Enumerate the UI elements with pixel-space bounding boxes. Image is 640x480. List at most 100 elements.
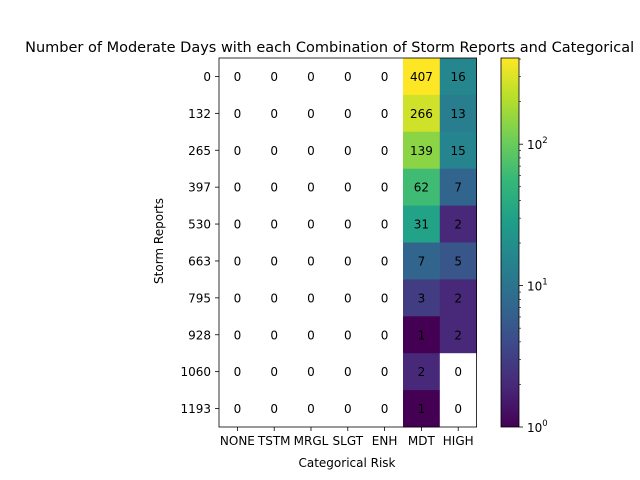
heatmap-cell <box>255 353 293 391</box>
cell-value-label: 0 <box>381 181 389 195</box>
cell-value-label: 0 <box>234 365 242 379</box>
heatmap-cell <box>366 390 404 428</box>
heatmap-cell <box>292 205 330 243</box>
cell-value-label: 139 <box>410 144 433 158</box>
y-tick-label: 530 <box>188 218 211 232</box>
heatmap-cell <box>366 168 404 206</box>
colorbar-gradient <box>500 57 520 428</box>
cell-value-label: 2 <box>454 218 462 232</box>
cell-value-label: 0 <box>344 365 352 379</box>
heatmap-cell <box>439 205 477 243</box>
heatmap-cell <box>403 353 441 391</box>
heatmap-cell <box>329 168 367 206</box>
y-axis-label: Storm Reports <box>152 198 166 284</box>
cell-value-label: 0 <box>381 254 389 268</box>
cell-value-label: 3 <box>418 291 426 305</box>
x-tick-label: ENH <box>372 434 398 448</box>
cell-value-label: 0 <box>381 70 389 84</box>
cell-value-label: 0 <box>344 181 352 195</box>
heatmap-cell <box>292 279 330 317</box>
y-tick-label: 132 <box>188 107 211 121</box>
heatmap-cell <box>403 242 441 280</box>
heatmap-cell <box>329 58 367 96</box>
heatmap-cell <box>366 58 404 96</box>
cell-value-label: 15 <box>451 144 466 158</box>
heatmap-cell <box>292 131 330 170</box>
y-tick-label: 1193 <box>180 402 211 416</box>
cell-value-label: 0 <box>307 144 315 158</box>
colorbar-tick-label: 102 <box>527 136 548 152</box>
cell-value-label: 2 <box>454 328 462 342</box>
heatmap-cell <box>439 353 477 391</box>
y-tick-label: 928 <box>188 328 211 342</box>
heatmap-cell <box>255 242 293 280</box>
cell-value-label: 0 <box>381 328 389 342</box>
cell-value-label: 2 <box>454 291 462 305</box>
heatmap-cell <box>219 242 257 280</box>
cell-value-label: 16 <box>451 70 466 84</box>
cell-value-label: 0 <box>270 365 278 379</box>
cell-value-label: 7 <box>454 181 462 195</box>
cell-value-label: 0 <box>307 254 315 268</box>
heatmap-cell <box>366 353 404 391</box>
heatmap-cell <box>219 353 257 391</box>
cell-value-label: 0 <box>234 402 242 416</box>
heatmap-cell <box>255 131 293 170</box>
heatmap-cell <box>439 390 477 428</box>
heatmap-cell <box>219 168 257 206</box>
x-tick-label: TSTM <box>257 434 291 448</box>
heatmap-cell <box>329 279 367 317</box>
heatmap-cell <box>366 131 404 170</box>
heatmap-cell <box>255 279 293 317</box>
x-tick-label: MDT <box>408 434 436 448</box>
heatmap-cell <box>403 316 441 354</box>
colorbar-tick-label: 100 <box>527 419 548 435</box>
cell-value-label: 0 <box>270 291 278 305</box>
heatmap-cell <box>403 205 441 243</box>
heatmap-cell <box>439 316 477 354</box>
cell-value-label: 0 <box>381 291 389 305</box>
cell-value-label: 0 <box>307 365 315 379</box>
heatmap-cell <box>292 168 330 206</box>
cell-value-label: 0 <box>344 254 352 268</box>
heatmap-cell <box>219 316 257 354</box>
heatmap-cell <box>366 94 404 133</box>
cell-value-label: 407 <box>410 70 433 84</box>
heatmap-cells <box>219 58 477 428</box>
cell-value-label: 1 <box>418 402 426 416</box>
y-tick-label: 265 <box>188 144 211 158</box>
heatmap-cell <box>292 316 330 354</box>
heatmap-cell <box>219 58 257 96</box>
cell-value-label: 0 <box>270 70 278 84</box>
cell-value-label: 0 <box>270 254 278 268</box>
heatmap-cell <box>255 205 293 243</box>
heatmap-cell <box>255 58 293 96</box>
cell-value-label: 0 <box>381 402 389 416</box>
heatmap-cell <box>366 316 404 354</box>
cell-value-label: 0 <box>234 328 242 342</box>
heatmap-cell <box>403 279 441 317</box>
cell-value-label: 0 <box>381 218 389 232</box>
cell-value-label: 0 <box>344 70 352 84</box>
cell-value-label: 0 <box>344 291 352 305</box>
heatmap-cell <box>329 390 367 428</box>
cell-value-label: 0 <box>234 107 242 121</box>
cell-value-label: 0 <box>307 291 315 305</box>
heatmap-cell <box>439 94 477 133</box>
heatmap-cell <box>439 242 477 280</box>
heatmap-cell <box>439 58 477 96</box>
heatmap-cell <box>439 168 477 206</box>
cell-value-label: 0 <box>307 70 315 84</box>
cell-value-label: 0 <box>344 402 352 416</box>
cell-value-label: 0 <box>270 402 278 416</box>
heatmap-cell <box>329 94 367 133</box>
heatmap-cell <box>439 279 477 317</box>
heatmap-cell <box>403 168 441 206</box>
cell-value-label: 0 <box>270 218 278 232</box>
colorbar-tick-label: 101 <box>527 278 548 294</box>
heatmap-cell <box>255 316 293 354</box>
colorbar: 100 101 102 <box>500 57 548 435</box>
heatmap-cell <box>292 390 330 428</box>
cell-value-label: 0 <box>307 402 315 416</box>
